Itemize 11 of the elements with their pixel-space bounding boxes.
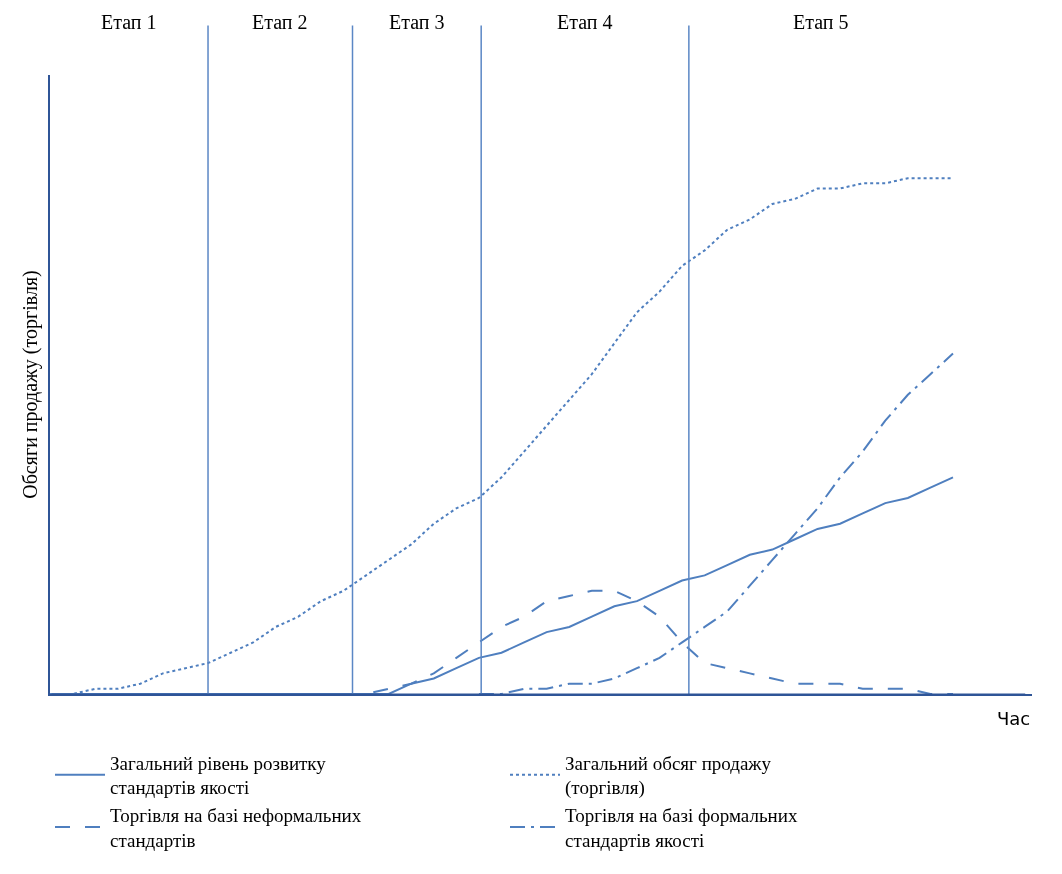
legend-label: Торгівля на базі неформальних стандартів — [110, 805, 362, 851]
text: Етап 4 — [557, 11, 613, 33]
y-axis-title: Обсяги продажу (торгівля) — [19, 270, 43, 499]
text: Етап 2 — [252, 11, 308, 33]
x-axis-title: Час — [997, 708, 1031, 729]
text: Етап 5 — [793, 11, 849, 33]
legend-label: Торгівля на базі формальних стандартів якості — [565, 805, 798, 851]
text: Етап 3 — [389, 11, 445, 33]
legend-label: Загальний рівень розвитку стандартів якості — [110, 752, 327, 799]
text: Етап 1 — [101, 11, 157, 33]
legend-label: Загальний обсяг продажу (торгівля) — [565, 752, 772, 800]
